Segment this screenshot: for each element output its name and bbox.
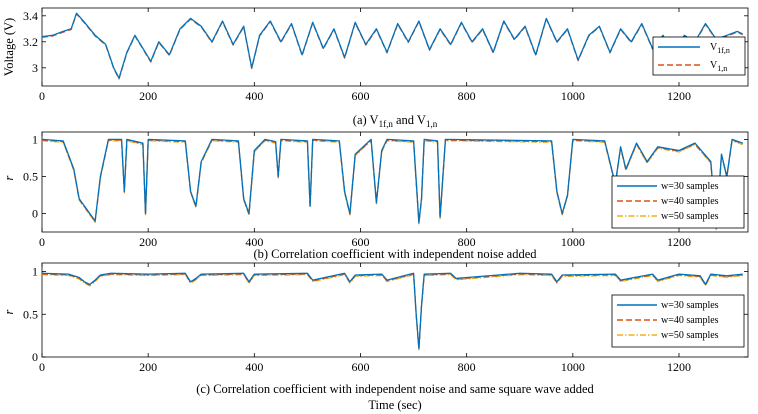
correlation-square-wave-legend: w=30 samples w=40 samples w=50 samples bbox=[611, 294, 745, 348]
correlation-square-wave-series bbox=[41, 272, 743, 351]
x-tick-label: 0 bbox=[39, 89, 45, 103]
legend-label-w40: w=40 samples bbox=[661, 196, 719, 207]
x-tick-label: 400 bbox=[245, 360, 263, 374]
x-tick-label: 200 bbox=[139, 235, 157, 249]
x-tick-label: 0 bbox=[39, 235, 45, 249]
voltage-y-axis-label: Voltage (V) bbox=[2, 18, 16, 76]
x-axis-title: Time (sec) bbox=[368, 398, 421, 412]
legend-label-w50: w=50 samples bbox=[661, 330, 719, 341]
correlation-square-wave-y-axis-label: r bbox=[2, 309, 16, 314]
voltage-plot-frame bbox=[41, 7, 749, 87]
voltage-legend-box bbox=[652, 36, 746, 76]
legend-label-v1f: V1f,n bbox=[710, 42, 730, 55]
x-tick-label: 0 bbox=[39, 360, 45, 374]
x-tick-label: 1000 bbox=[561, 235, 585, 249]
y-tick-label: 0 bbox=[32, 206, 38, 220]
series-line-1 bbox=[41, 13, 743, 80]
correlation-noise-legend-box bbox=[611, 175, 745, 229]
y-tick-label: 1 bbox=[32, 265, 38, 279]
voltage-chart-caption: (a) V1f,n and V1,n bbox=[353, 113, 438, 129]
correlation-noise-x-axis: 0 200 400 600 800 1000 1200 bbox=[39, 132, 691, 249]
y-tick-label: 1 bbox=[32, 132, 38, 146]
correlation-square-wave-x-axis: 0 200 400 600 800 1000 1200 bbox=[39, 263, 691, 374]
x-tick-label: 400 bbox=[245, 235, 263, 249]
correlation-square-wave-chart: 0 200 400 600 800 1000 1200 00.51 r (c) Correl… bbox=[2, 262, 749, 412]
legend-label-w40: w=40 samples bbox=[661, 315, 719, 326]
legend-label-v1: V1,n bbox=[710, 60, 727, 73]
series-line-0 bbox=[41, 138, 743, 229]
x-tick-label: 1200 bbox=[667, 89, 691, 103]
correlation-square-wave-plot-frame bbox=[41, 262, 749, 358]
correlation-noise-legend: w=30 samples w=40 samples w=50 samples bbox=[611, 175, 745, 229]
y-tick-label: 3.4 bbox=[23, 9, 38, 23]
correlation-noise-y-axis: 00.51 bbox=[23, 132, 748, 220]
x-tick-label: 200 bbox=[139, 360, 157, 374]
correlation-square-wave-y-axis: 00.51 bbox=[23, 265, 748, 364]
x-tick-label: 1000 bbox=[561, 360, 585, 374]
voltage-legend: V1f,n V1,n bbox=[652, 36, 746, 76]
series-line-0 bbox=[41, 12, 743, 79]
x-tick-label: 800 bbox=[458, 235, 476, 249]
correlation-noise-plot-frame bbox=[41, 131, 749, 233]
x-tick-label: 1200 bbox=[667, 235, 691, 249]
voltage-x-axis: 0 200 400 600 800 1000 1200 bbox=[39, 8, 691, 103]
correlation-noise-series bbox=[41, 138, 743, 231]
legend-label-w50: w=50 samples bbox=[661, 211, 719, 222]
legend-label-w30: w=30 samples bbox=[661, 300, 719, 311]
series-line-2 bbox=[41, 274, 743, 351]
y-tick-label: 3.2 bbox=[23, 35, 38, 49]
x-tick-label: 600 bbox=[351, 89, 369, 103]
y-tick-label: 3 bbox=[32, 61, 38, 75]
correlation-noise-chart: 0 200 400 600 800 1000 1200 00.51 r (b) Correl… bbox=[2, 131, 749, 261]
correlation-square-wave-caption: (c) Correlation coefficient with indepen… bbox=[196, 382, 594, 396]
voltage-chart: 0 200 400 600 800 1000 1200 3 3.2 3.4 Voltage (V… bbox=[2, 7, 749, 129]
x-tick-label: 1000 bbox=[561, 89, 585, 103]
correlation-noise-caption: (b) Correlation coefficient with indepen… bbox=[253, 247, 537, 261]
x-tick-label: 800 bbox=[458, 89, 476, 103]
y-tick-label: 0.5 bbox=[23, 169, 38, 183]
x-tick-label: 400 bbox=[245, 89, 263, 103]
series-line-0 bbox=[41, 272, 743, 350]
voltage-y-axis: 3 3.2 3.4 bbox=[23, 9, 748, 75]
x-tick-label: 600 bbox=[351, 360, 369, 374]
y-tick-label: 0 bbox=[32, 350, 38, 364]
y-tick-label: 0.5 bbox=[23, 307, 38, 321]
correlation-noise-y-axis-label: r bbox=[2, 175, 16, 180]
x-tick-label: 800 bbox=[458, 360, 476, 374]
correlation-square-wave-legend-box bbox=[611, 294, 745, 348]
x-tick-label: 1200 bbox=[667, 360, 691, 374]
x-tick-label: 200 bbox=[139, 89, 157, 103]
x-tick-label: 600 bbox=[351, 235, 369, 249]
legend-label-w30: w=30 samples bbox=[661, 181, 719, 192]
voltage-series bbox=[41, 12, 743, 80]
